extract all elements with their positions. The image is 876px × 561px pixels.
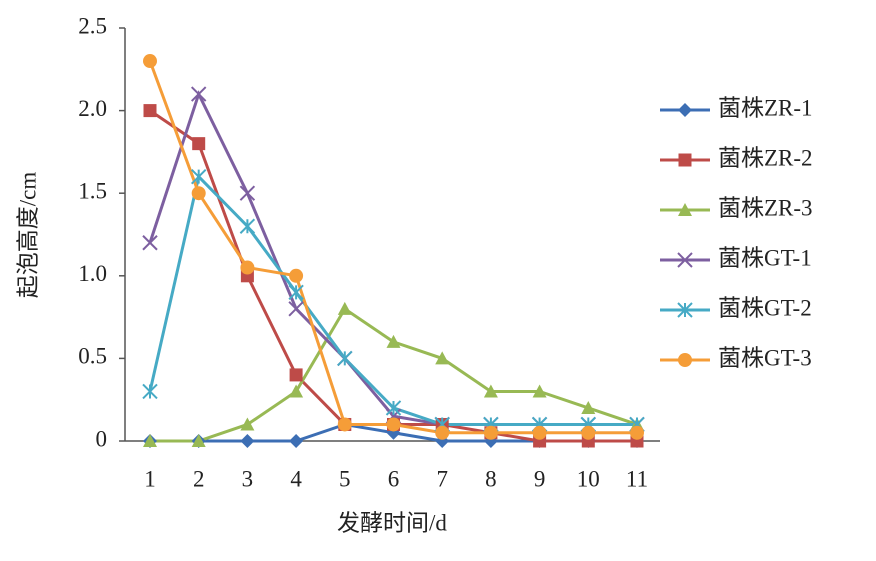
y-tick-label: 1.5 xyxy=(78,178,107,203)
x-axis-title: 发酵时间/d xyxy=(337,510,447,535)
y-axis-title: 起泡高度/cm xyxy=(15,172,40,299)
x-tick-label: 9 xyxy=(534,466,546,491)
data-point xyxy=(386,334,401,348)
legend-marker xyxy=(678,353,692,367)
data-point xyxy=(142,383,158,400)
legend-label: 菌株GT-1 xyxy=(718,245,812,270)
series-line xyxy=(148,60,637,435)
data-point xyxy=(142,235,158,251)
data-point xyxy=(435,425,450,440)
legend-label: 菌株ZR-1 xyxy=(718,95,813,120)
data-point xyxy=(143,434,157,447)
data-point xyxy=(630,425,644,440)
y-tick-label: 2.0 xyxy=(78,96,107,121)
data-point xyxy=(191,434,206,447)
x-tick-label: 5 xyxy=(339,466,351,491)
data-point xyxy=(239,185,256,201)
y-tick-label: 1.0 xyxy=(78,261,107,286)
data-point xyxy=(190,86,207,102)
x-tick-label: 1 xyxy=(144,466,156,491)
data-point xyxy=(337,350,353,367)
legend-marker xyxy=(677,302,693,318)
data-point xyxy=(483,384,498,398)
legend-label: 菌株GT-2 xyxy=(718,295,812,320)
legend-label: 菌株ZR-2 xyxy=(718,145,813,170)
legend-marker xyxy=(678,203,692,216)
data-point xyxy=(288,284,304,301)
data-point xyxy=(483,425,498,440)
x-tick-label: 2 xyxy=(193,466,205,491)
x-tick-label: 8 xyxy=(485,466,497,491)
data-point xyxy=(240,434,255,448)
data-point xyxy=(191,186,206,201)
data-point xyxy=(143,104,157,118)
x-tick-label: 10 xyxy=(577,466,600,491)
data-point xyxy=(143,54,157,69)
y-tick-label: 2.5 xyxy=(78,13,107,38)
data-point xyxy=(192,137,206,151)
data-point xyxy=(289,268,304,283)
data-point xyxy=(581,400,596,414)
legend-label: 菌株GT-3 xyxy=(718,345,812,370)
data-point xyxy=(289,434,304,448)
x-tick-label: 6 xyxy=(388,466,400,491)
x-tick-label: 7 xyxy=(436,466,448,491)
data-point xyxy=(289,384,304,398)
data-point xyxy=(532,425,547,440)
series-line xyxy=(148,90,637,426)
y-tick-label: 0.5 xyxy=(78,344,107,369)
data-point xyxy=(337,301,352,315)
data-point xyxy=(240,417,255,431)
data-point xyxy=(386,417,401,432)
legend-label: 菌株ZR-3 xyxy=(718,195,813,220)
data-point xyxy=(289,368,303,382)
y-tick-label: 0 xyxy=(96,426,108,451)
series-line xyxy=(149,109,637,443)
x-tick-label: 3 xyxy=(242,466,254,491)
data-point xyxy=(385,400,402,416)
data-point xyxy=(532,384,547,398)
legend-marker xyxy=(677,252,693,268)
legend-marker xyxy=(678,103,692,117)
data-point xyxy=(239,218,256,234)
x-tick-label: 4 xyxy=(290,466,302,491)
data-point xyxy=(288,301,304,317)
data-point xyxy=(337,417,352,432)
legend-marker xyxy=(678,153,692,167)
data-point xyxy=(581,425,596,440)
data-point xyxy=(190,168,207,185)
data-point xyxy=(435,351,450,365)
x-tick-label: 11 xyxy=(626,466,648,491)
data-point xyxy=(240,260,255,275)
